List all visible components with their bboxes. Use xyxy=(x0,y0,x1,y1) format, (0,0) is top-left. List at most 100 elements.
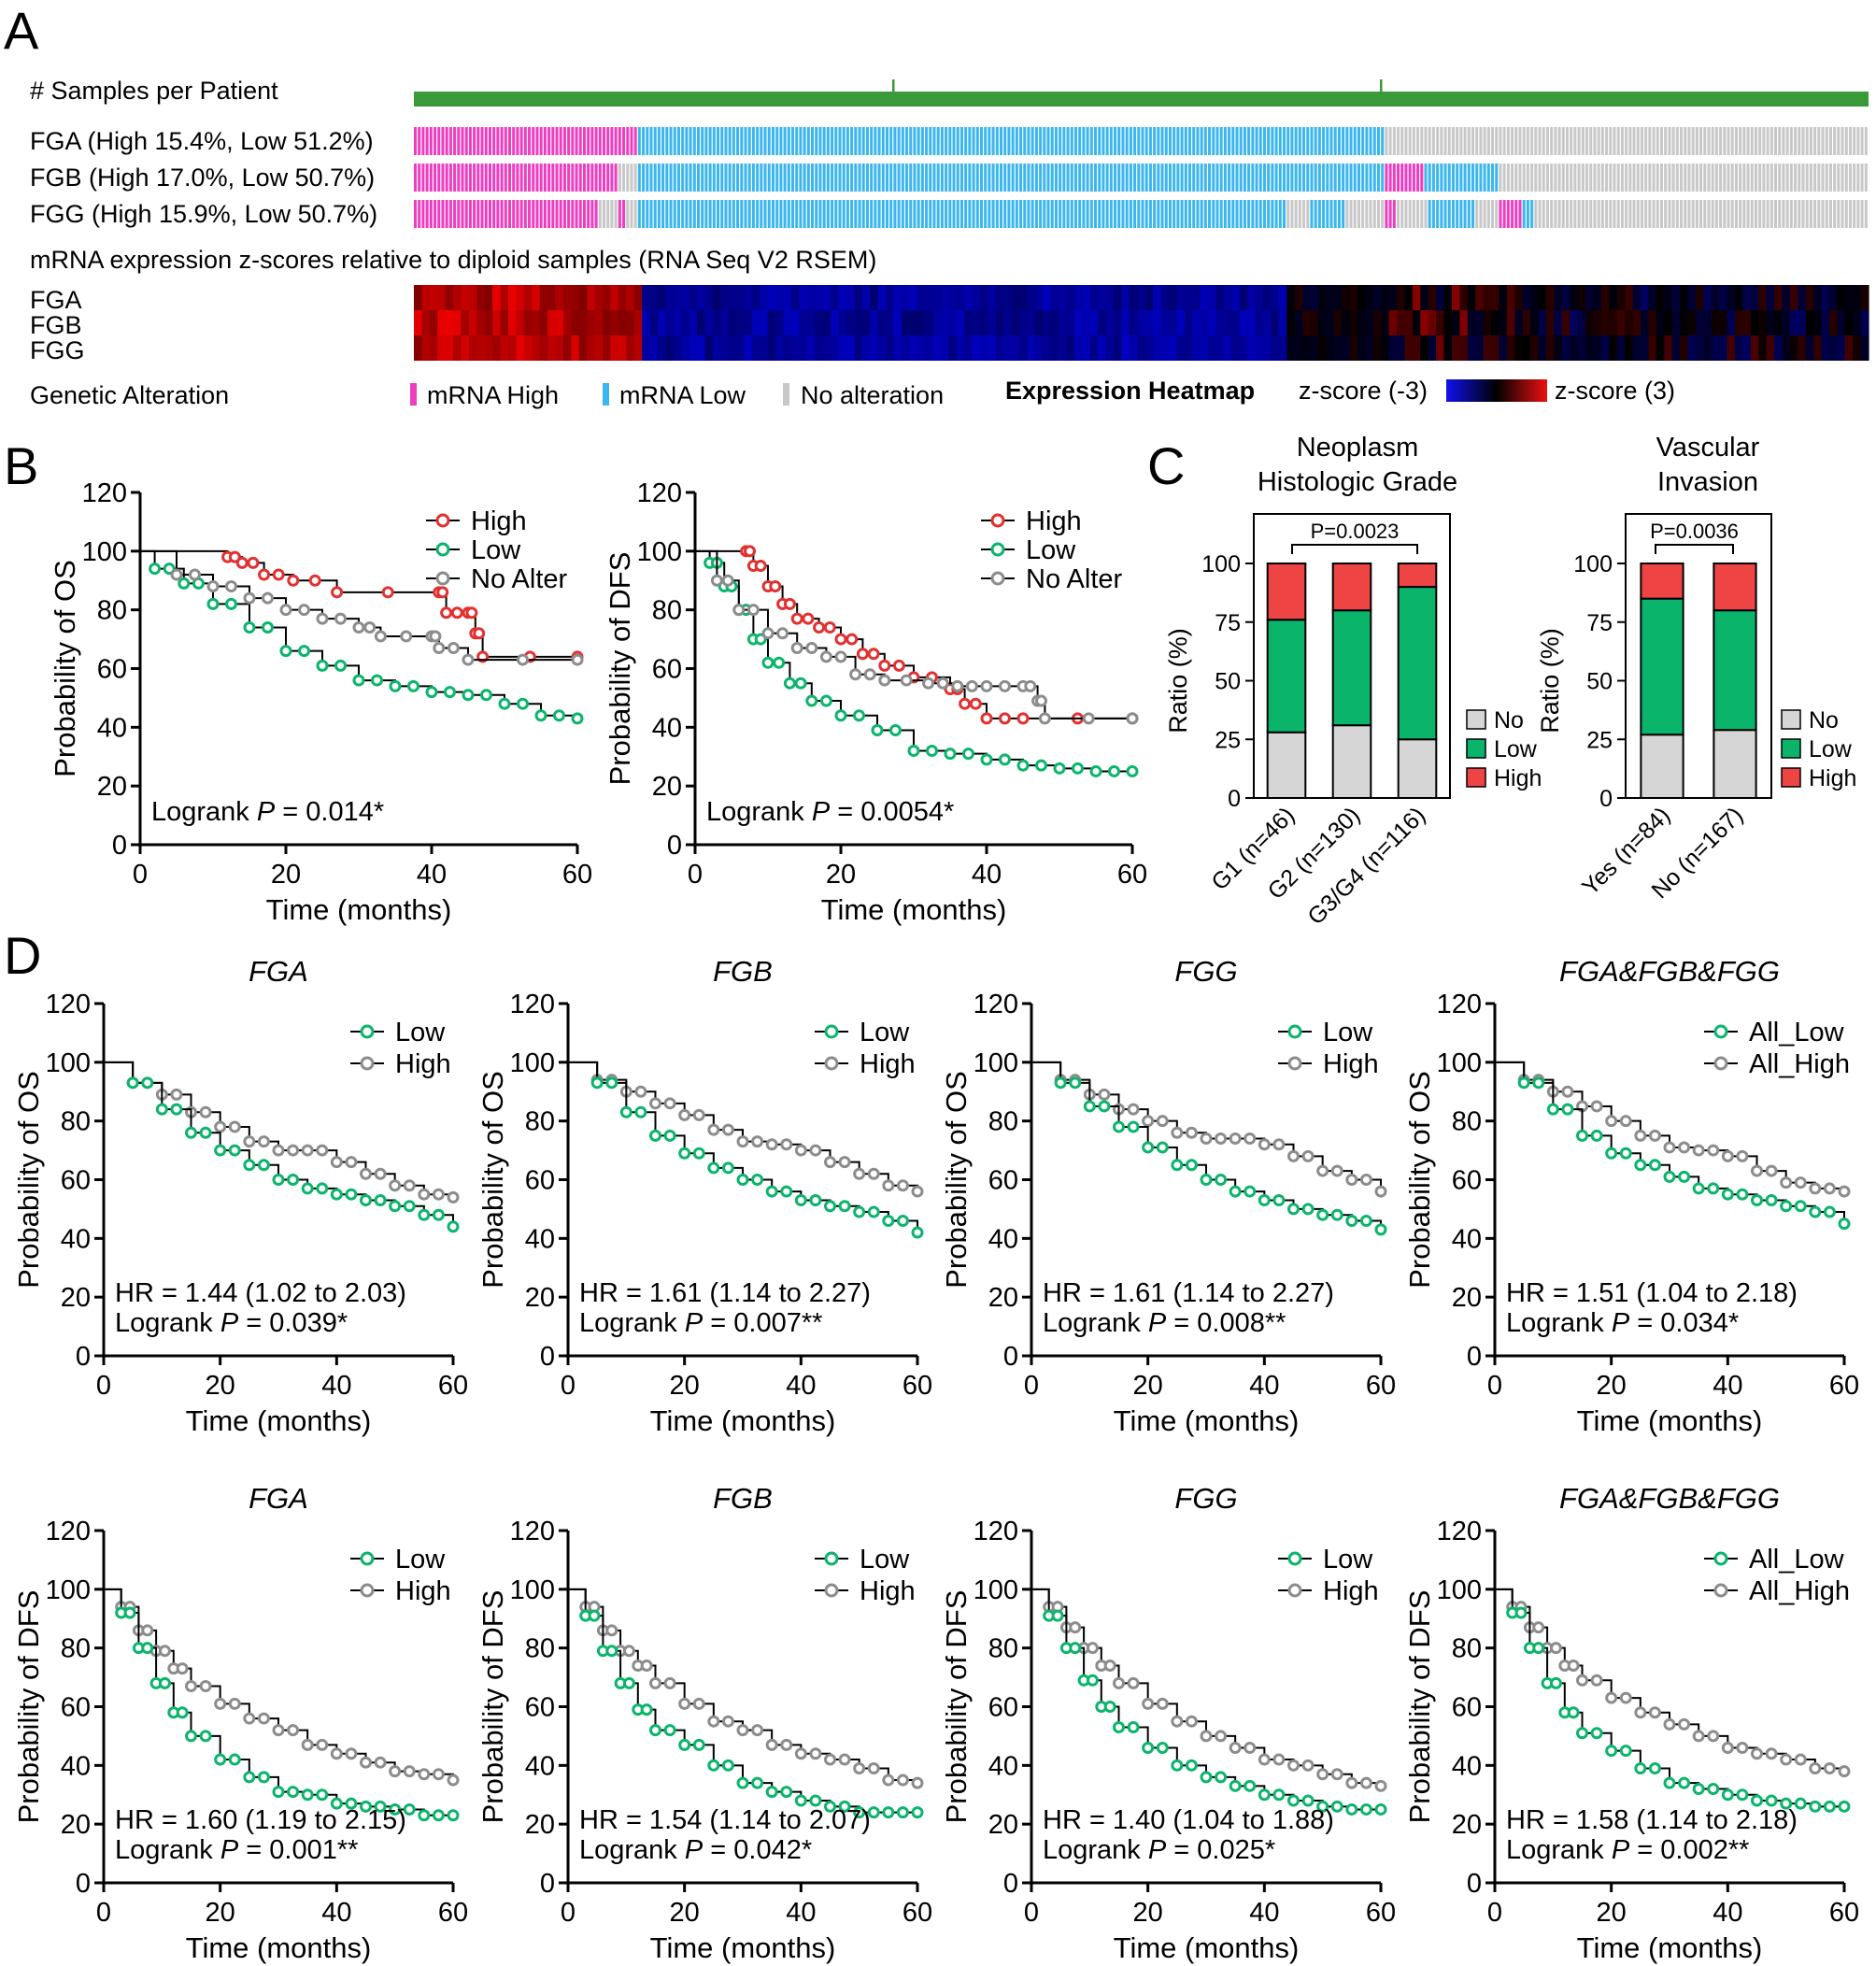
oncoprint-cell xyxy=(504,164,507,192)
oncoprint-cell xyxy=(831,200,834,228)
oncoprint-cell xyxy=(1164,164,1168,192)
censor-mark xyxy=(819,694,832,707)
censor-mark xyxy=(465,606,478,620)
heatmap-cell xyxy=(414,285,423,310)
heatmap-label-fgb: FGB xyxy=(30,311,82,339)
heatmap-cell xyxy=(1640,335,1649,361)
x-tick-label: 20 xyxy=(206,1371,235,1401)
heatmap-cell xyxy=(1632,335,1642,361)
oncoprint-cell xyxy=(1046,164,1050,192)
oncoprint-cell xyxy=(1805,127,1809,155)
oncoprint-cell xyxy=(1550,164,1554,192)
heatmap-cell xyxy=(972,310,981,335)
censor-mark xyxy=(1185,1126,1198,1139)
x-axis-label: Time (months) xyxy=(650,1931,836,1964)
oncoprint-cell xyxy=(1219,164,1223,192)
oncoprint-cell xyxy=(1114,200,1117,228)
censor-mark xyxy=(331,586,344,599)
oncoprint-cell xyxy=(582,200,586,228)
p-value-label: P=0.0036 xyxy=(1650,520,1739,543)
oncoprint-cell xyxy=(1243,164,1246,192)
logrank-text: Logrank P = 0.007** xyxy=(579,1308,822,1338)
oncoprint-cell xyxy=(1730,127,1734,155)
oncoprint-cell xyxy=(1699,164,1703,192)
oncoprint-cell xyxy=(1101,200,1105,228)
heatmap-cell xyxy=(673,285,682,310)
oncoprint-cell xyxy=(1310,164,1314,192)
oncoprint-cell xyxy=(1388,127,1392,155)
oncoprint-cell xyxy=(1342,127,1345,155)
oncoprint-cell xyxy=(1828,164,1832,192)
heatmap-cell xyxy=(728,310,737,335)
heatmap-cell xyxy=(555,285,564,310)
censor-mark xyxy=(418,1208,431,1221)
oncoprint-cell xyxy=(1039,164,1043,192)
heatmap-cell xyxy=(783,335,792,361)
oncoprint-cell xyxy=(1200,200,1203,228)
censor-mark xyxy=(228,550,241,563)
oncoprint-cell xyxy=(803,164,806,192)
oncoprint-cell xyxy=(838,164,842,192)
heatmap-cell xyxy=(861,310,871,335)
oncoprint-cell xyxy=(1860,200,1864,228)
heatmap-cell xyxy=(681,285,690,310)
censor-mark xyxy=(1316,1208,1329,1221)
oncoprint-cell xyxy=(425,127,429,155)
oncoprint-cell xyxy=(610,127,614,155)
logrank-p-value: = 0.008** xyxy=(1166,1308,1286,1338)
oncoprint-cell xyxy=(676,127,680,155)
oncoprint-cell xyxy=(964,164,968,192)
heatmap-cell xyxy=(1459,335,1469,361)
oncoprint-cell xyxy=(1121,200,1125,228)
heatmap-cell xyxy=(783,285,792,310)
chart-title-line2: Invasion xyxy=(1657,467,1758,497)
heatmap-cell xyxy=(1317,310,1327,335)
oncoprint-cell xyxy=(1640,127,1643,155)
censor-mark xyxy=(447,1774,460,1787)
oncoprint-cell xyxy=(1027,127,1030,155)
oncoprint-cell xyxy=(1506,200,1510,228)
heatmap-cell xyxy=(532,335,541,361)
heatmap-cell xyxy=(1034,285,1044,310)
oncoprint-cell xyxy=(473,200,476,228)
censor-mark xyxy=(1127,1103,1140,1116)
oncoprint-cell xyxy=(1050,200,1054,228)
oncoprint-cell xyxy=(1821,127,1825,155)
oncoprint-cell xyxy=(473,127,476,155)
oncoprint-cell xyxy=(1278,164,1282,192)
panel-c-letter: C xyxy=(1147,436,1185,495)
oncoprint-cell xyxy=(1172,127,1176,155)
heatmap-cell xyxy=(1680,310,1689,335)
oncoprint-cell xyxy=(1274,164,1278,192)
oncoprint-cell xyxy=(783,164,787,192)
oncoprint-cell xyxy=(1636,200,1640,228)
heatmap-cell xyxy=(1255,285,1264,310)
oncoprint-cell xyxy=(696,164,701,192)
heatmap-cell xyxy=(940,285,949,310)
legend-label: High xyxy=(1026,506,1082,536)
hazard-ratio-text: HR = 1.51 (1.04 to 2.18) xyxy=(1506,1278,1798,1308)
oncoprint-cell xyxy=(1381,200,1385,228)
heatmap-cell xyxy=(657,310,666,335)
oncoprint-cell xyxy=(418,127,421,155)
heatmap-cell xyxy=(925,335,934,361)
censor-mark xyxy=(330,1747,343,1760)
censor-mark xyxy=(374,1167,387,1180)
heatmap-cell xyxy=(1750,335,1759,361)
heatmap-cell xyxy=(1121,285,1130,310)
legend-mrna-high-label: mRNA High xyxy=(427,381,559,409)
heatmap-cell xyxy=(1436,335,1445,361)
heatmap-cell xyxy=(893,335,902,361)
heatmap-cell xyxy=(594,335,604,361)
heatmap-cell xyxy=(1372,335,1382,361)
oncoprint-cell xyxy=(633,127,637,155)
heatmap-cell xyxy=(1082,335,1091,361)
heatmap-cell xyxy=(1310,310,1319,335)
y-tick-label: 120 xyxy=(974,990,1018,1019)
oncoprint-cell xyxy=(1844,164,1848,192)
heatmap-cell xyxy=(1381,335,1390,361)
censor-mark xyxy=(1823,1800,1836,1813)
oncoprint-cell xyxy=(1659,200,1663,228)
